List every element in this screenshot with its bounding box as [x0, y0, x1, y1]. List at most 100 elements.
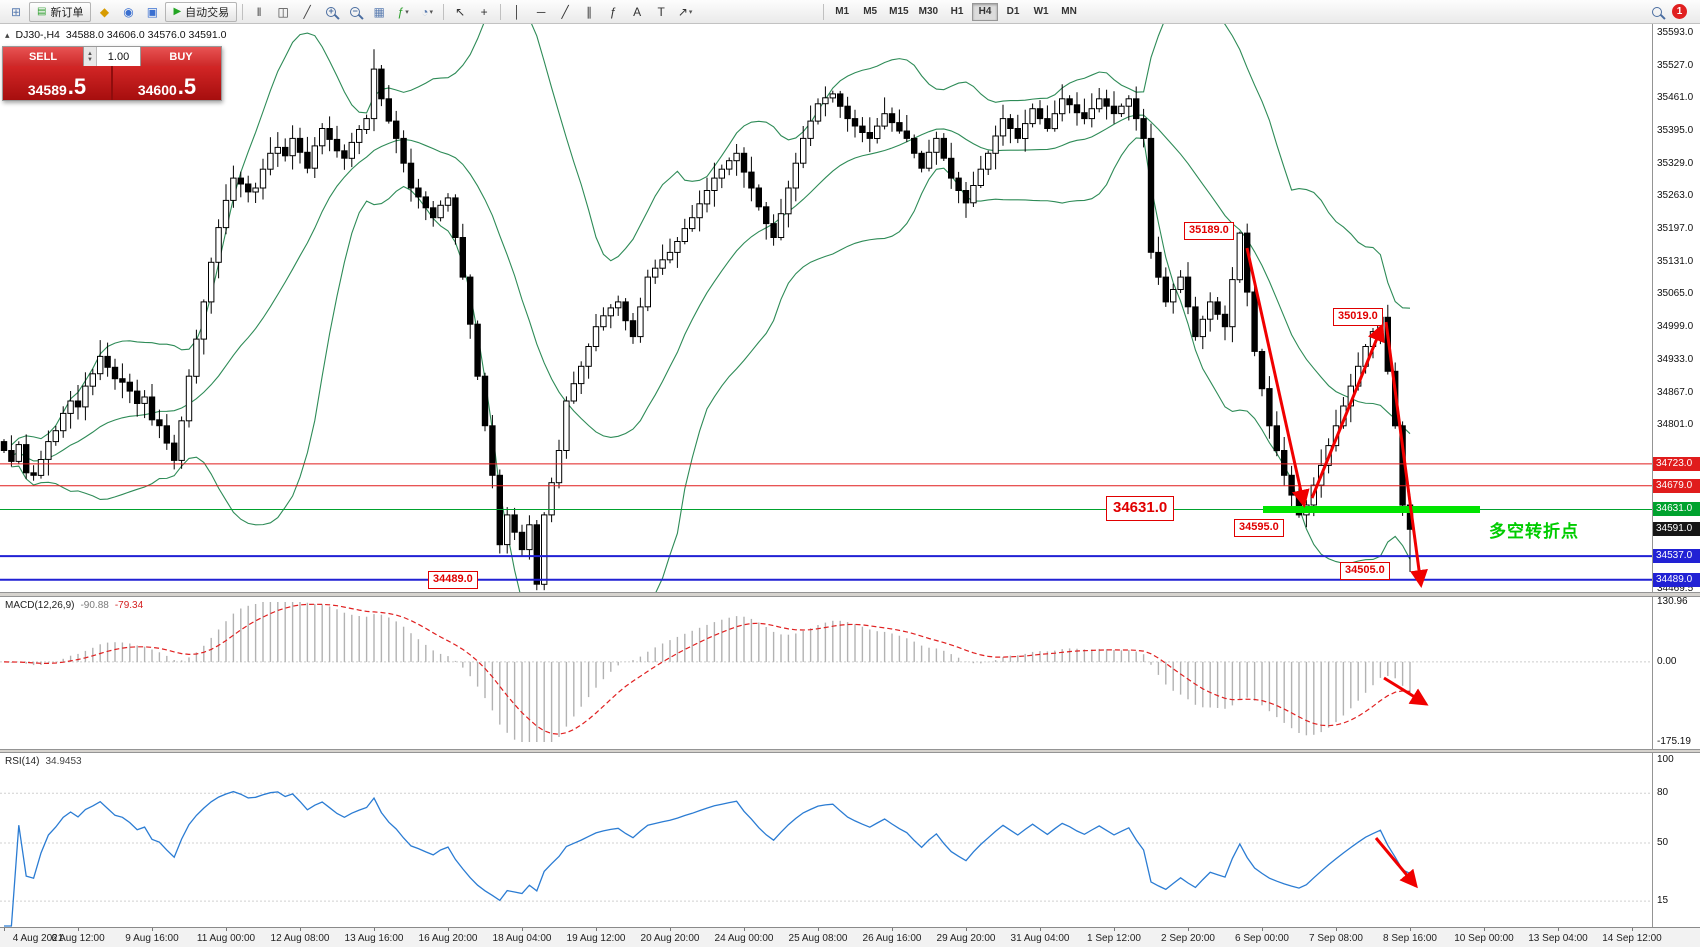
candle — [748, 171, 755, 189]
timeframe-m15[interactable]: M15 — [889, 6, 909, 17]
sell-price-button[interactable]: 34589.5 — [3, 66, 111, 100]
panel-separator[interactable] — [0, 592, 1700, 597]
candle — [274, 146, 282, 154]
price-annotation[interactable]: 34489.0 — [428, 571, 478, 589]
arrows-icon[interactable]: ↗ ▾ — [677, 4, 693, 19]
price-annotation[interactable]: 35189.0 — [1184, 222, 1234, 240]
macd-axis-label: 130.96 — [1657, 596, 1688, 607]
horizontal-line-icon[interactable]: ─ — [536, 4, 546, 19]
candle — [1036, 108, 1044, 120]
sell-button[interactable]: SELL — [3, 47, 83, 66]
candle — [511, 514, 518, 533]
candle — [822, 97, 829, 105]
quotes-icon[interactable]: ◆ — [99, 4, 110, 19]
price-annotation[interactable]: 34505.0 — [1340, 562, 1390, 580]
auto-trading-button[interactable]: ▶ 自动交易 — [165, 1, 238, 22]
candle — [1014, 128, 1021, 139]
candle — [1229, 279, 1236, 328]
rsi-panel[interactable] — [0, 753, 1652, 927]
candle — [570, 383, 577, 402]
volume-stepper[interactable]: ▲ ▼ — [84, 47, 97, 66]
time-tick — [522, 928, 523, 931]
price-annotation[interactable]: 34631.0 — [1106, 496, 1175, 521]
equidistant-channel-icon[interactable]: ∥ — [586, 4, 593, 19]
zoom-out-icon[interactable]: − — [344, 2, 366, 22]
crosshair-icon[interactable]: + — [480, 4, 488, 19]
zoom-in-icon[interactable]: + — [320, 2, 342, 22]
candle — [230, 177, 237, 201]
buy-price-button[interactable]: 34600.5 — [113, 66, 221, 100]
candle — [800, 137, 807, 164]
timeframe-m5[interactable]: M5 — [863, 6, 878, 17]
dropdown-arrow-icon[interactable]: ▾ — [688, 8, 693, 16]
macd-panel[interactable] — [0, 597, 1652, 749]
time-label: 13 Aug 16:00 — [344, 933, 404, 944]
timeframe-d1[interactable]: D1 — [1006, 6, 1020, 17]
timeframe-h4[interactable]: H4 — [972, 2, 999, 21]
one-click-collapse-icon[interactable]: ▴ — [5, 29, 10, 40]
candlestick-chart-icon[interactable]: ◫ — [277, 4, 289, 19]
timeframe-mn[interactable]: MN — [1061, 6, 1077, 17]
candle — [1155, 251, 1162, 278]
volume-input[interactable] — [97, 47, 140, 66]
candle — [74, 400, 82, 408]
candle — [407, 162, 415, 189]
candle — [348, 141, 356, 159]
timeframe-m30[interactable]: M30 — [918, 6, 939, 17]
fibonacci-icon[interactable]: ƒ — [609, 4, 617, 19]
candle — [60, 412, 67, 432]
sell-price-fraction: .5 — [67, 74, 87, 100]
price-axis-label: 34933.0 — [1657, 354, 1694, 365]
pivot-highlight-bar[interactable] — [1263, 506, 1480, 513]
time-label: 19 Aug 12:00 — [566, 933, 626, 944]
line-chart-icon[interactable]: ╱ — [303, 4, 311, 19]
timeframe-m1[interactable]: M1 — [835, 6, 850, 17]
new-order-button[interactable]: ▤ 新订单 — [29, 1, 92, 22]
candle — [652, 267, 659, 278]
candle — [659, 259, 666, 269]
panel-separator[interactable] — [0, 749, 1700, 753]
candle — [1347, 385, 1354, 407]
time-axis[interactable]: 4 Aug 2021 6 Aug 12:00 9 Aug 16:00 11 Aug 0… — [0, 927, 1700, 947]
candle — [67, 400, 74, 414]
pivot-point-label[interactable]: 多空转折点 — [1489, 522, 1579, 541]
periods-icon[interactable]: ◔ ▾ — [421, 4, 434, 19]
indicators-icon[interactable]: ƒ ▾ — [397, 4, 409, 19]
new-chart-icon[interactable]: ⊞ — [10, 4, 22, 19]
bollinger-lower — [11, 137, 1411, 592]
text-label-icon[interactable]: T — [657, 4, 665, 19]
candle — [770, 223, 777, 239]
candle — [718, 168, 725, 179]
candle — [948, 157, 955, 179]
candle — [363, 118, 370, 130]
candle — [600, 315, 607, 328]
stepper-down-icon[interactable]: ▼ — [87, 56, 93, 63]
notification-badge[interactable]: 1 — [1672, 4, 1687, 19]
buy-price-fraction: .5 — [177, 74, 197, 100]
main-chart[interactable] — [0, 24, 1652, 592]
market-watch-icon[interactable]: ◉ — [123, 4, 134, 19]
timeframe-w1[interactable]: W1 — [1033, 6, 1049, 17]
tile-windows-icon[interactable]: ▦ — [373, 4, 385, 19]
timeframe-h1[interactable]: H1 — [950, 6, 964, 17]
toolbar: ⊞ ▤ 新订单 ◆ ◉ ▣ ▶ 自动交易 ‖ ◫ ╱ + − ▦ ƒ ▾ ◔ ▾ ↖ + │ ─ ╱ ∥ ƒ A T ↗ ▾ M1 M5 M1… — [0, 0, 1700, 24]
trendline-icon[interactable]: ╱ — [561, 4, 569, 19]
search-icon[interactable] — [1646, 2, 1668, 22]
price-annotation[interactable]: 34595.0 — [1234, 519, 1284, 537]
candle — [393, 120, 400, 139]
buy-button[interactable]: BUY — [141, 47, 221, 66]
candle — [1362, 346, 1369, 367]
candle — [282, 146, 289, 157]
dropdown-arrow-icon[interactable]: ▾ — [429, 8, 434, 16]
navigator-icon[interactable]: ▣ — [146, 4, 159, 19]
cursor-icon[interactable]: ↖ — [455, 4, 466, 19]
time-label: 29 Aug 20:00 — [936, 933, 996, 944]
dropdown-arrow-icon[interactable]: ▾ — [405, 8, 409, 16]
candle — [1332, 425, 1340, 447]
price-annotation[interactable]: 35019.0 — [1333, 308, 1383, 326]
bar-chart-icon[interactable]: ‖ — [256, 4, 262, 19]
candle — [903, 130, 910, 139]
vertical-line-icon[interactable]: │ — [513, 4, 521, 19]
text-icon[interactable]: A — [633, 4, 642, 19]
stepper-up-icon[interactable]: ▲ — [87, 50, 93, 57]
